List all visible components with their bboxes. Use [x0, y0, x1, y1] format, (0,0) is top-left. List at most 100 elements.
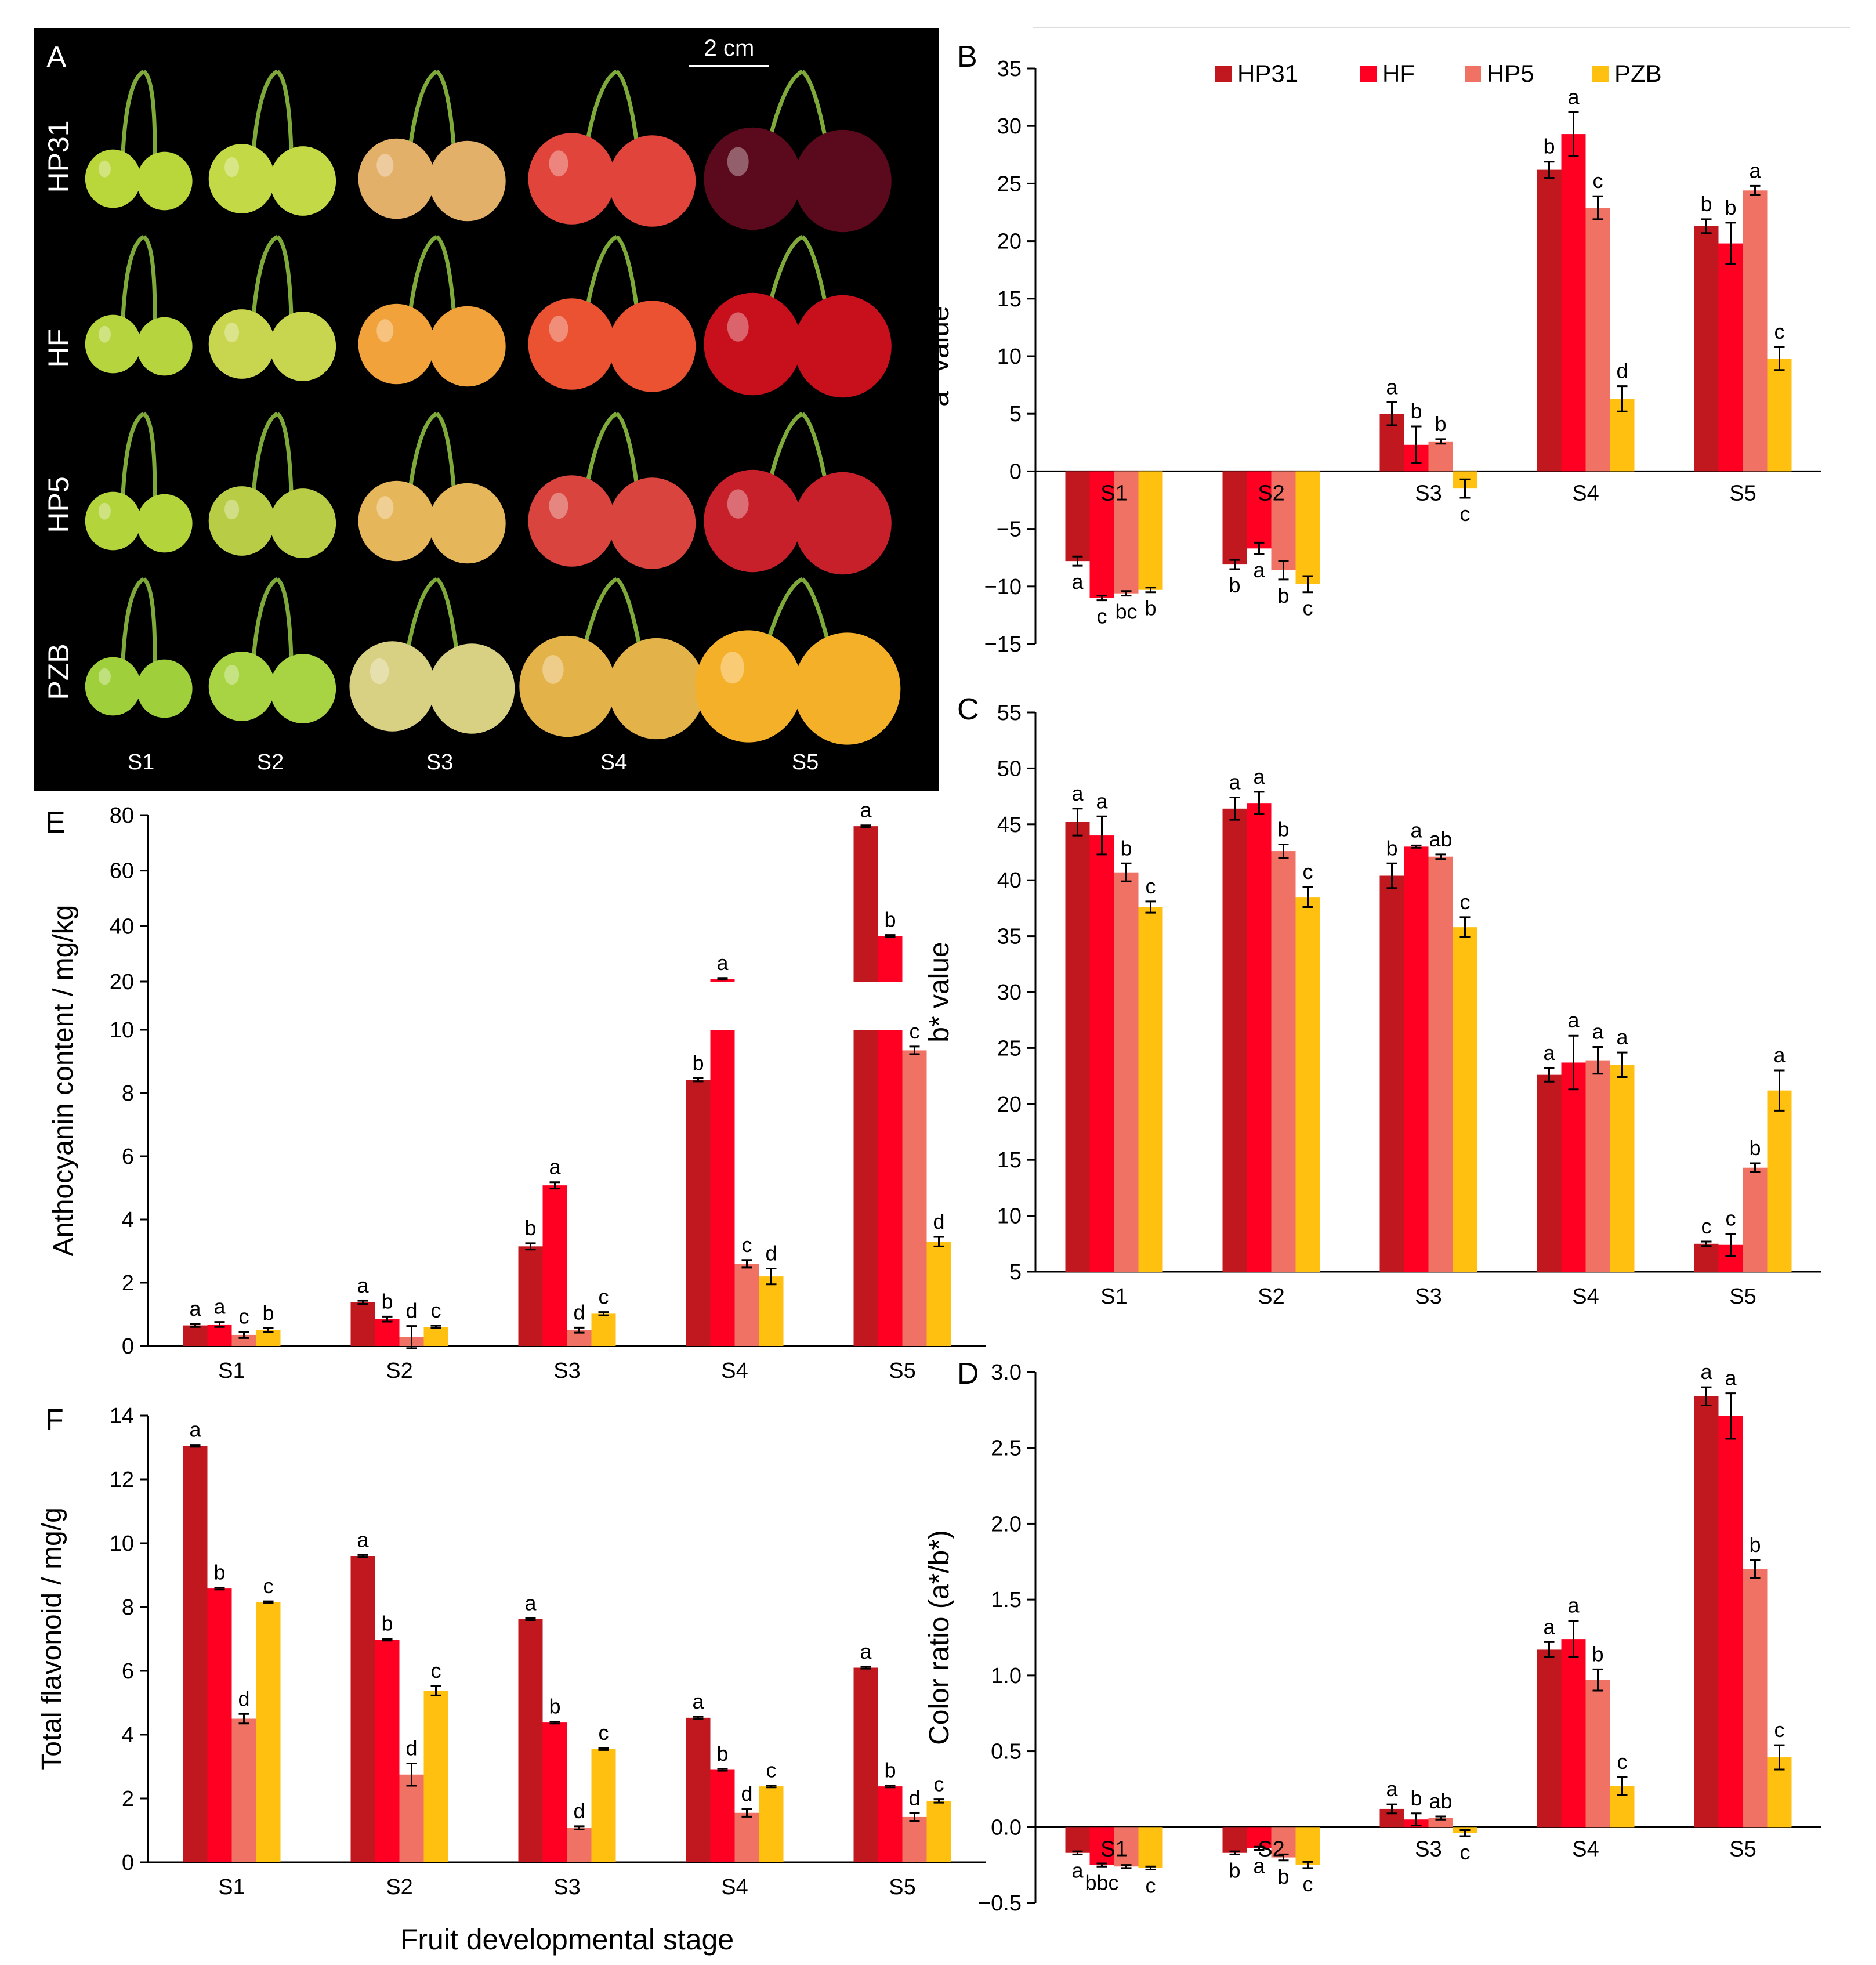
bar-HP5-S4 [734, 1264, 759, 1346]
stage-label-S3: S3 [426, 750, 453, 775]
bar-HP5-S4 [1585, 1680, 1610, 1828]
category-label-S5: S5 [889, 1875, 915, 1899]
significance-letter: a [1410, 818, 1422, 842]
fruit-stem [582, 577, 618, 649]
significance-letter: b [884, 908, 896, 932]
bar-PZB-S5 [926, 1242, 951, 1346]
legend-swatch-PZB [1592, 66, 1609, 82]
bar-PZB-S3 [591, 1313, 616, 1346]
y-tick-label: 20 [110, 970, 134, 994]
cherry-fruit [528, 298, 615, 390]
panel-label-f: F [45, 1403, 64, 1437]
fruit-highlight [549, 493, 568, 519]
significance-letter: a [1592, 1019, 1604, 1043]
significance-letter: a [1253, 765, 1265, 788]
fruit-stem [801, 412, 828, 483]
significance-letter: c [1460, 502, 1471, 526]
cherry-fruit [208, 652, 275, 721]
bar-PZB-S4 [759, 1786, 784, 1862]
significance-letter: ab [1429, 1789, 1452, 1813]
bar-HP31-S5 [1694, 1243, 1719, 1272]
bar-PZB-S1 [1138, 907, 1163, 1272]
fruit-highlight [549, 150, 568, 177]
significance-letter: ab [1429, 827, 1452, 851]
significance-letter: b [1725, 196, 1736, 219]
x-axis-title: Fruit developmental stage [400, 1923, 734, 1956]
cherry-fruit [704, 292, 802, 396]
significance-letter: a [1725, 1366, 1737, 1390]
fruit-stem [251, 411, 278, 495]
significance-letter: b [1277, 1865, 1289, 1888]
row-label-HP5: HP5 [42, 476, 75, 533]
bar-PZB-S2 [1295, 471, 1320, 584]
y-tick-label: 55 [997, 701, 1022, 725]
bar-HP5-S4 [1585, 208, 1610, 472]
significance-letter: c [766, 1758, 777, 1782]
category-label-S1: S1 [1100, 1837, 1127, 1861]
significance-letter: b [381, 1611, 393, 1635]
bar-HP31-S5 [853, 1667, 878, 1862]
significance-letter: b [549, 1694, 560, 1718]
bar-HP31-S2 [350, 1556, 375, 1862]
y-axis-title: b* value [924, 942, 955, 1042]
cherry-fruit [429, 140, 506, 222]
significance-letter: c [1303, 860, 1313, 884]
cherry-fruit [85, 491, 141, 551]
significance-letter: a [716, 951, 729, 975]
significance-letter: c [910, 1019, 920, 1043]
bar-HF-S1 [1089, 835, 1114, 1272]
bar-HP31-S3 [518, 1619, 543, 1862]
legend-swatch-HP31 [1215, 66, 1232, 82]
fruit-stem [801, 577, 831, 645]
y-tick-label: 0 [1009, 459, 1022, 484]
bar-PZB-S2 [423, 1327, 448, 1346]
significance-letter: b [1410, 1786, 1422, 1810]
significance-letter: a [357, 1273, 369, 1297]
bar-HP5-S1 [1114, 1827, 1139, 1867]
fruit-stem [121, 411, 145, 499]
fruit-highlight [224, 157, 240, 178]
significance-letter: b [1229, 573, 1240, 597]
significance-letter: b [1749, 1533, 1761, 1557]
category-label-S2: S2 [386, 1359, 412, 1383]
cherry-fruit [794, 632, 901, 745]
category-label-S2: S2 [386, 1875, 412, 1899]
y-tick-label: 12 [110, 1468, 134, 1492]
cherry-fruit [85, 657, 141, 716]
significance-letter: a [1096, 789, 1108, 813]
significance-letter: b [884, 1758, 896, 1782]
significance-letter: b [1277, 817, 1289, 841]
cherry-fruit [208, 144, 275, 213]
fruit-highlight [98, 668, 111, 685]
y-tick-label: 1.0 [991, 1664, 1022, 1688]
bar-HF-S3 [1404, 846, 1429, 1272]
fruit-stem [408, 69, 438, 149]
fruit-stem [767, 234, 803, 306]
bar-HF-S5 [1718, 1416, 1743, 1828]
fruit-highlight [376, 154, 394, 177]
significance-letter: b [381, 1289, 393, 1313]
bar-HP31-S1 [1065, 822, 1090, 1272]
bar-PZB-S1 [256, 1602, 281, 1862]
cherry-fruit [429, 306, 506, 387]
fruit-highlight [98, 160, 111, 178]
category-label-S2: S2 [1258, 1837, 1284, 1861]
bar-PZB-S4 [759, 1276, 784, 1346]
fruit-stem [142, 412, 157, 499]
y-tick-label: 80 [110, 804, 134, 828]
category-label-S4: S4 [721, 1875, 748, 1899]
y-tick-label: 10 [997, 345, 1022, 369]
y-tick-label: 20 [997, 230, 1022, 254]
y-tick-label: 30 [997, 980, 1022, 1005]
significance-letter: c [1726, 1206, 1736, 1230]
cherry-fruit [519, 635, 616, 737]
significance-letter: b [524, 1216, 536, 1240]
y-tick-label: −10 [984, 575, 1022, 599]
bar-HP31-S4 [686, 1080, 711, 1346]
cherry-fruit [85, 149, 141, 208]
bar-PZB-S1 [1138, 471, 1163, 590]
cherry-fruit [695, 630, 802, 743]
bar-HP5-S5 [902, 1050, 927, 1346]
category-label-S5: S5 [889, 1359, 915, 1383]
